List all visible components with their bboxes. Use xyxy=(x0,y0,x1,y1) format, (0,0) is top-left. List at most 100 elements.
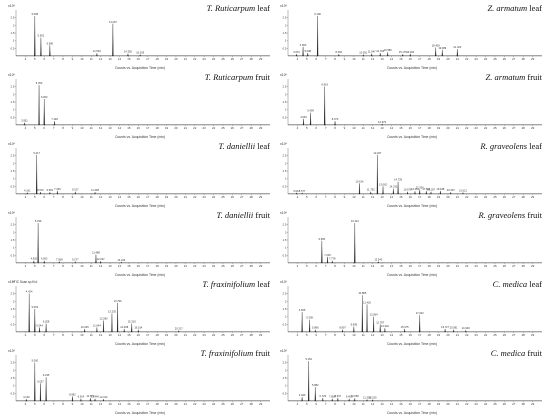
x-tick-label: 29 xyxy=(259,126,263,130)
chromatogram-plot: 0.5 1 1.5 2 2.5 4 5 6 7 8 9 10 11 12 13 14 15 16 17 18 19 20 2… xyxy=(11,148,270,199)
y-tick-label: 1 xyxy=(285,177,287,181)
x-tick-label: 5 xyxy=(306,126,308,130)
y-tick-label: 0.5 xyxy=(283,115,287,119)
x-tick-label: 12 xyxy=(99,195,103,199)
peak xyxy=(96,53,98,57)
peak-label: 5.152 xyxy=(305,357,312,361)
peak-label: 12.467 xyxy=(373,151,381,155)
x-tick-label: 6 xyxy=(43,333,45,337)
y-tick-label: 2 xyxy=(13,161,15,165)
peak-label: 14.392 xyxy=(124,50,132,54)
y-exponent-label: x10⁶ xyxy=(280,4,288,8)
x-tick-label: 15 xyxy=(399,195,403,199)
peak-label: 9.914 xyxy=(78,395,85,399)
y-exponent-label: x10⁶ xyxy=(280,349,288,353)
x-tick-label: 11 xyxy=(362,264,365,268)
x-tick-label: 23 xyxy=(475,57,479,61)
x-tick-label: 17 xyxy=(146,333,150,337)
x-tick-label: 6 xyxy=(315,57,317,61)
y-tick-label: 2 xyxy=(285,230,287,234)
x-tick-label: 10 xyxy=(352,402,356,406)
x-tick-label: 17 xyxy=(418,264,422,268)
peak xyxy=(358,183,361,195)
x-tick-label: 27 xyxy=(512,57,516,61)
peak-label: 12.543 xyxy=(374,257,382,261)
x-tick-label: 23 xyxy=(203,126,207,130)
x-tick-label: 16 xyxy=(137,333,141,337)
x-tick-label: 17 xyxy=(418,195,422,199)
x-tick-label: 10 xyxy=(352,126,356,130)
panel-title-organ: leaf xyxy=(255,141,270,151)
peak-label: 4.161 xyxy=(24,188,31,192)
y-tick-label: 0.5 xyxy=(11,391,15,395)
x-tick-label: 6 xyxy=(43,264,45,268)
y-tick-label: 1 xyxy=(13,177,15,181)
peak-label: 4.646 xyxy=(300,115,307,119)
scan-label: +TIC Scan sp.fli.d xyxy=(12,280,38,284)
peak xyxy=(444,328,446,333)
y-tick-label: 0.5 xyxy=(11,322,15,326)
x-tick-label: 17 xyxy=(146,264,150,268)
peak xyxy=(452,329,455,333)
peak-label: 17.022 xyxy=(416,311,424,315)
x-tick-label: 26 xyxy=(503,333,507,337)
peak xyxy=(353,326,355,333)
x-tick-label: 14 xyxy=(390,195,394,199)
peak-label: 10.059 xyxy=(351,394,359,398)
panel-title-species: C. medica xyxy=(490,348,526,358)
x-tick-label: 11 xyxy=(362,402,365,406)
x-tick-label: 5 xyxy=(34,57,36,61)
y-tick-label: 1.5 xyxy=(11,307,15,311)
panel-title-organ: leaf xyxy=(527,3,542,13)
y-tick-label: 1.5 xyxy=(283,376,287,380)
panel-title: T. Ruticarpum leaf xyxy=(207,3,270,13)
x-tick-label: 26 xyxy=(231,333,235,337)
peak xyxy=(307,52,309,57)
peak-label: 21.946 xyxy=(462,326,470,330)
peak-label: 7.148 xyxy=(51,117,58,121)
x-tick-label: 26 xyxy=(503,402,507,406)
peak-label: 18.187 xyxy=(427,188,435,192)
x-tick-label: 22 xyxy=(193,57,197,61)
x-tick-label: 23 xyxy=(475,333,479,337)
peak-label: 4.577 xyxy=(299,189,306,193)
x-tick-label: 14 xyxy=(390,126,394,130)
y-tick-label: 2 xyxy=(13,299,15,303)
peak xyxy=(120,261,123,264)
peak xyxy=(366,399,368,402)
x-tick-label: 14 xyxy=(390,402,394,406)
x-tick-label: 19 xyxy=(437,126,441,130)
panel-title-species: T. fraxinifolium xyxy=(200,348,254,358)
panel-title-organ: fruit xyxy=(253,210,270,220)
panel-title-organ: fruit xyxy=(525,348,542,358)
x-tick-label: 29 xyxy=(531,333,535,337)
peak xyxy=(372,399,374,402)
x-tick-label: 18 xyxy=(156,402,160,406)
x-tick-label: 29 xyxy=(531,195,535,199)
peak-label: 3.951 xyxy=(21,119,28,123)
peak xyxy=(96,327,98,333)
x-tick-label: 5 xyxy=(306,264,308,268)
x-tick-label: 20 xyxy=(446,195,450,199)
x-tick-label: 12 xyxy=(99,402,103,406)
x-tick-label: 4 xyxy=(25,57,27,61)
x-tick-label: 10 xyxy=(80,333,84,337)
peak xyxy=(39,191,42,195)
x-tick-label: 22 xyxy=(465,126,469,130)
x-tick-label: 21 xyxy=(456,402,460,406)
x-tick-label: 24 xyxy=(484,264,488,268)
peak xyxy=(309,112,312,126)
panel-title-organ: fruit xyxy=(253,348,270,358)
x-tick-label: 27 xyxy=(240,126,244,130)
x-tick-label: 13 xyxy=(108,333,112,337)
x-tick-label: 7 xyxy=(53,195,55,199)
x-tick-label: 23 xyxy=(203,264,207,268)
peak-label: 10.345 xyxy=(81,325,89,329)
peak-label: 12.766 xyxy=(376,49,384,53)
x-tick-label: 11 xyxy=(362,126,365,130)
peak xyxy=(131,323,133,333)
x-tick-label: 21 xyxy=(456,333,460,337)
peak-label: 13.342 xyxy=(381,324,389,328)
x-tick-label: 16 xyxy=(137,264,141,268)
x-tick-label: 9 xyxy=(72,333,74,337)
